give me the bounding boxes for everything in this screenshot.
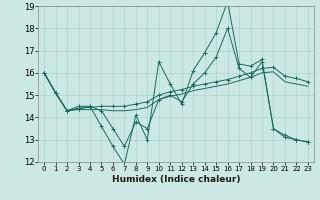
X-axis label: Humidex (Indice chaleur): Humidex (Indice chaleur): [112, 175, 240, 184]
